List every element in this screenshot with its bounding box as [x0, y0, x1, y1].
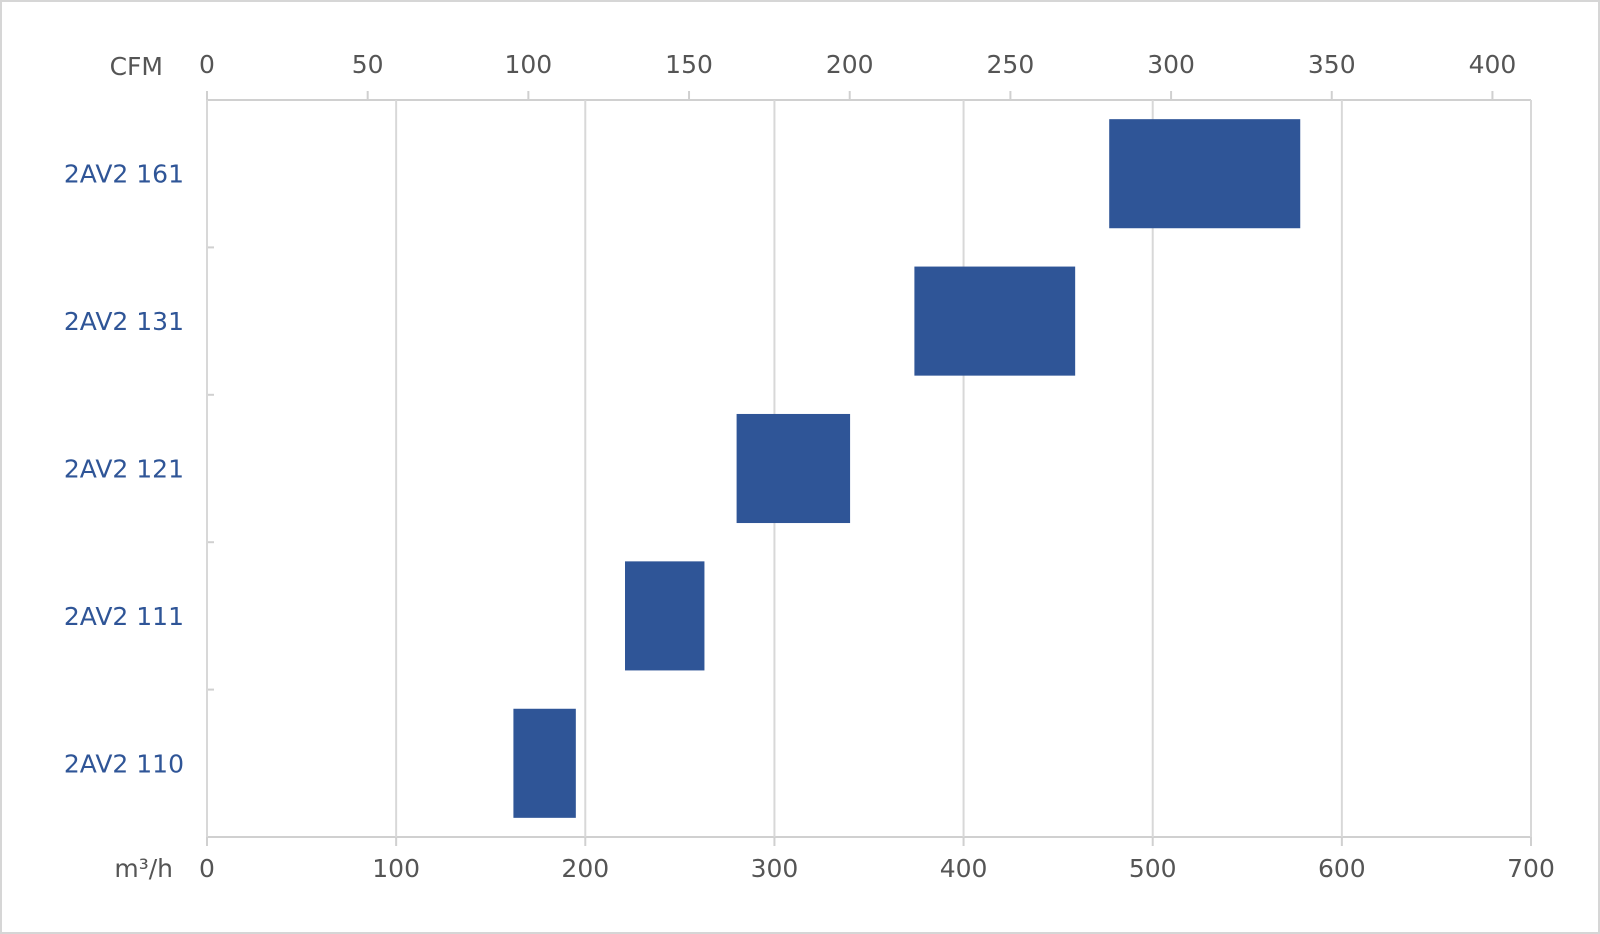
- x2-tick-label: 250: [987, 50, 1035, 79]
- x-tick-label: 400: [940, 854, 988, 883]
- x2-tick-label: 300: [1147, 50, 1195, 79]
- x-axis-label: m³/h: [114, 854, 173, 883]
- x2-tick-label: 400: [1469, 50, 1517, 79]
- category-label: 2AV2 111: [64, 602, 184, 631]
- x2-tick-label: 50: [352, 50, 384, 79]
- bar: [625, 561, 705, 671]
- x2-tick-label: 200: [826, 50, 874, 79]
- x2-tick-label: 350: [1308, 50, 1356, 79]
- category-label: 2AV2 121: [64, 455, 184, 484]
- category-label: 2AV2 131: [64, 307, 184, 336]
- x-tick-label: 0: [199, 854, 215, 883]
- bar: [914, 266, 1076, 376]
- bar: [513, 708, 576, 818]
- category-label: 2AV2 110: [64, 749, 184, 778]
- x2-tick-label: 150: [665, 50, 713, 79]
- bar: [1109, 119, 1301, 229]
- x-tick-label: 300: [751, 854, 799, 883]
- x2-tick-label: 0: [199, 50, 215, 79]
- x-tick-label: 500: [1129, 854, 1177, 883]
- category-label: 2AV2 161: [64, 160, 184, 189]
- x-tick-label: 200: [561, 854, 609, 883]
- x-tick-label: 700: [1507, 854, 1555, 883]
- x-tick-label: 600: [1318, 854, 1366, 883]
- x2-axis-label: CFM: [110, 52, 163, 81]
- x2-tick-label: 100: [504, 50, 552, 79]
- bar: [736, 413, 851, 524]
- x-tick-label: 100: [372, 854, 420, 883]
